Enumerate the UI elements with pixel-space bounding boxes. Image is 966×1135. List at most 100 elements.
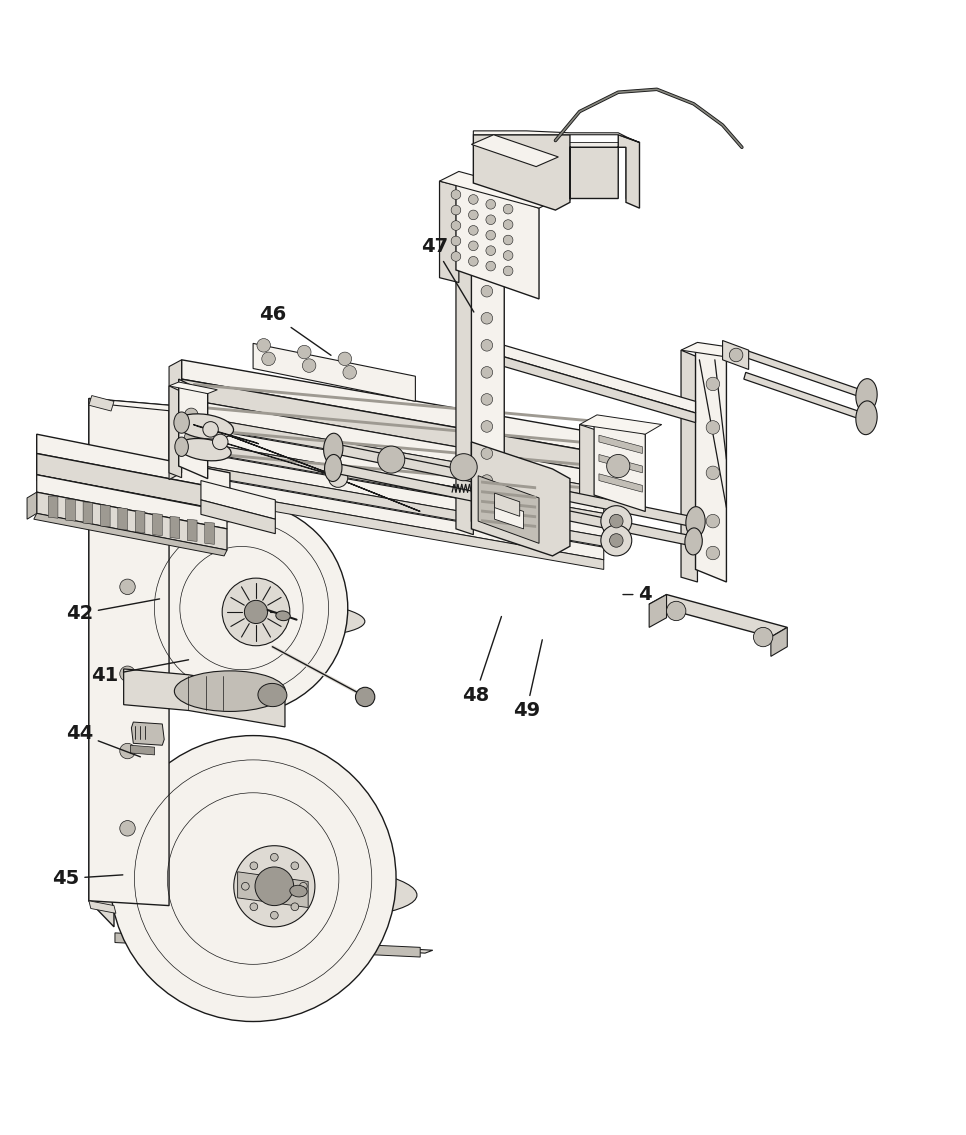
Ellipse shape [258, 683, 287, 707]
Polygon shape [27, 493, 37, 519]
Polygon shape [170, 516, 180, 538]
Polygon shape [478, 476, 539, 544]
Polygon shape [182, 398, 604, 488]
Polygon shape [481, 519, 536, 528]
Polygon shape [481, 480, 536, 489]
Circle shape [110, 735, 396, 1022]
Polygon shape [473, 131, 639, 143]
Polygon shape [120, 933, 433, 953]
Polygon shape [338, 479, 420, 512]
Circle shape [601, 506, 632, 537]
Ellipse shape [324, 434, 343, 464]
Polygon shape [37, 435, 230, 490]
Polygon shape [193, 428, 594, 466]
Circle shape [151, 494, 162, 506]
Polygon shape [456, 260, 473, 535]
Polygon shape [481, 490, 536, 499]
Text: 48: 48 [462, 616, 501, 705]
Ellipse shape [325, 454, 342, 481]
Polygon shape [471, 260, 504, 535]
Circle shape [270, 911, 278, 919]
Polygon shape [89, 901, 116, 914]
Circle shape [469, 257, 478, 266]
Circle shape [451, 252, 461, 261]
Polygon shape [471, 347, 696, 422]
Ellipse shape [290, 885, 307, 897]
Circle shape [299, 882, 307, 890]
Polygon shape [333, 463, 696, 546]
Polygon shape [182, 414, 604, 498]
Ellipse shape [176, 414, 234, 439]
Polygon shape [131, 722, 164, 746]
Circle shape [469, 241, 478, 251]
Polygon shape [169, 360, 182, 480]
Polygon shape [208, 428, 343, 479]
Polygon shape [130, 746, 155, 755]
Circle shape [250, 903, 258, 910]
Polygon shape [153, 513, 162, 536]
Circle shape [355, 688, 375, 707]
Polygon shape [124, 669, 285, 726]
Circle shape [203, 421, 218, 437]
Circle shape [222, 578, 290, 646]
Circle shape [213, 435, 228, 449]
Polygon shape [599, 473, 642, 493]
Circle shape [469, 210, 478, 220]
Polygon shape [89, 398, 169, 906]
Polygon shape [222, 442, 343, 479]
Text: 49: 49 [513, 640, 542, 720]
Polygon shape [169, 386, 182, 478]
Polygon shape [182, 439, 604, 523]
Ellipse shape [179, 438, 231, 461]
Ellipse shape [124, 859, 417, 920]
Polygon shape [34, 513, 227, 556]
Polygon shape [169, 382, 217, 394]
Circle shape [291, 903, 298, 910]
Polygon shape [182, 486, 604, 570]
Circle shape [706, 377, 720, 390]
Polygon shape [253, 344, 415, 402]
Circle shape [481, 285, 493, 297]
Polygon shape [481, 510, 536, 519]
Circle shape [486, 261, 496, 271]
Circle shape [450, 454, 477, 481]
Polygon shape [37, 474, 230, 518]
Polygon shape [100, 505, 110, 527]
Circle shape [135, 502, 348, 714]
Circle shape [120, 743, 135, 759]
Circle shape [120, 666, 135, 681]
Circle shape [481, 394, 493, 405]
Circle shape [481, 367, 493, 378]
Polygon shape [649, 595, 787, 637]
Polygon shape [182, 360, 604, 454]
Polygon shape [495, 493, 520, 516]
Circle shape [451, 205, 461, 215]
Polygon shape [201, 480, 275, 519]
Circle shape [328, 468, 348, 487]
Polygon shape [471, 135, 558, 167]
Circle shape [503, 235, 513, 245]
Polygon shape [744, 372, 867, 421]
Polygon shape [471, 442, 570, 556]
Circle shape [481, 502, 493, 513]
Circle shape [503, 266, 513, 276]
Text: 45: 45 [52, 869, 123, 888]
Circle shape [250, 861, 258, 869]
Ellipse shape [856, 401, 877, 435]
Circle shape [151, 474, 162, 487]
Circle shape [486, 215, 496, 225]
Polygon shape [456, 179, 539, 299]
Circle shape [486, 230, 496, 239]
Ellipse shape [147, 597, 365, 638]
Circle shape [343, 365, 356, 379]
Polygon shape [473, 143, 638, 208]
Circle shape [262, 352, 275, 365]
Circle shape [481, 447, 493, 460]
Polygon shape [649, 595, 667, 628]
Circle shape [270, 854, 278, 861]
Circle shape [706, 421, 720, 435]
Circle shape [729, 348, 743, 362]
Polygon shape [696, 344, 726, 582]
Polygon shape [723, 340, 749, 370]
Circle shape [481, 421, 493, 432]
